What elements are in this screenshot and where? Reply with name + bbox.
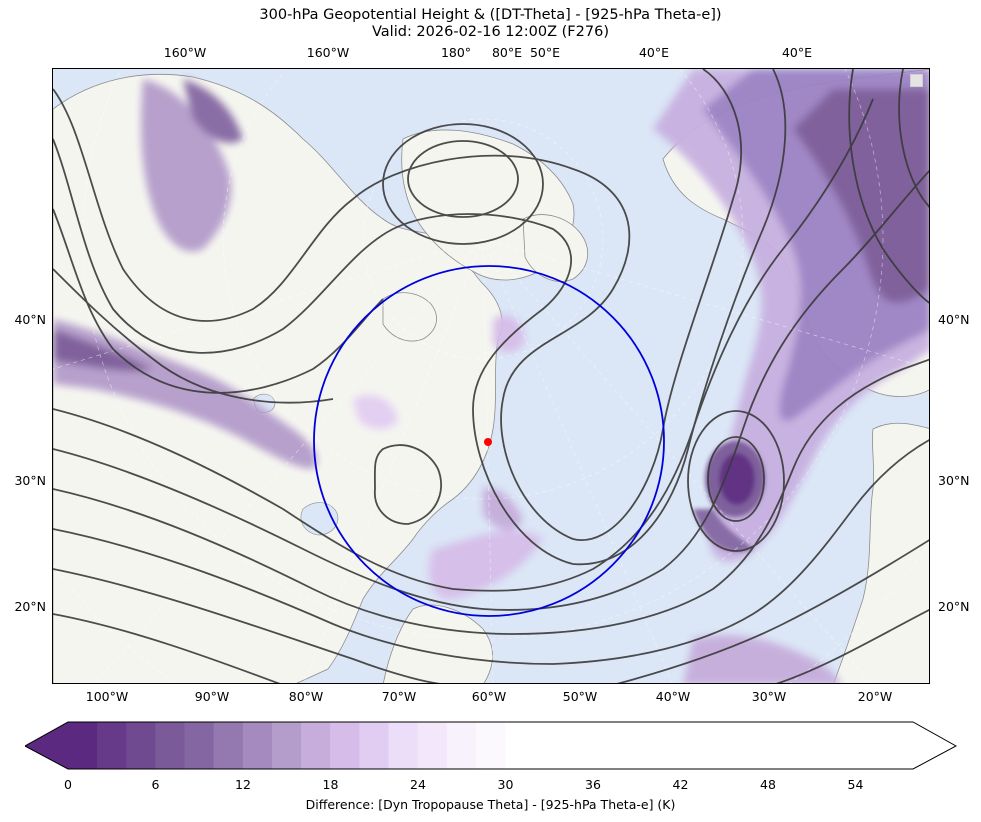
colorbar-cell [68,722,98,769]
colorbar-cell [475,722,506,769]
highlight-circle [313,265,665,617]
colorbar-cells [25,722,913,769]
colorbar-tick-label: 54 [847,777,864,792]
colorbar-cell [446,722,477,769]
colorbar-tick-label: 30 [497,777,514,792]
colorbar-cell [126,722,156,769]
colorbar-tick-label: 42 [672,777,689,792]
colorbar-tick-label: 12 [235,777,251,792]
bottom-tick-label: 90°W [194,689,230,704]
colorbar-cell [388,722,419,769]
bottom-tick-label: 40°W [655,689,691,704]
legend-box [910,74,923,87]
right-tick-label: 40°N [938,312,970,327]
colorbar-tick-label: 18 [322,777,339,792]
right-tick-label: 30°N [938,473,970,488]
arctic-islands-land [382,292,437,342]
colorbar-cell [184,722,215,769]
colorbar-cell [301,722,331,769]
left-tick-label: 30°N [14,473,46,488]
map-panel [52,68,930,684]
colorbar-tick-label: 6 [151,777,160,792]
bottom-tick-label: 60°W [471,689,507,704]
colorbar-tick-label: 0 [64,777,72,792]
africa-land [833,422,929,683]
colorbar-tick-label: 36 [585,777,601,792]
colorbar-cell [505,722,913,769]
top-tick-label: 160°W [163,45,207,60]
bottom-tick-label: 80°W [288,689,324,704]
bottom-tick-label: 70°W [381,689,417,704]
bottom-tick-label: 30°W [751,689,787,704]
right-tick-label: 20°N [938,599,970,614]
chart-title: 300-hPa Geopotential Height & ([DT-Theta… [259,7,722,23]
chart-subtitle: Valid: 2026-02-16 12:00Z (F276) [372,24,609,40]
center-marker [484,438,492,446]
colorbar-label: Difference: [Dyn Tropopause Theta] - [92… [305,797,676,812]
bottom-tick-label: 100°W [85,689,129,704]
colorbar-outline [25,721,957,770]
polar-low-contour [407,140,519,218]
left-tick-label: 20°N [14,599,46,614]
colorbar-cell [359,722,390,769]
colorbar-tick-label: 48 [760,777,776,792]
map-canvas [53,69,929,683]
height-contours [53,69,929,683]
colorbar-cell [213,722,244,769]
colorbar-cell [330,722,360,769]
top-tick-label: 180° [440,45,472,60]
top-tick-label: 40°E [638,45,670,60]
colorbar-cell [97,722,127,769]
bottom-tick-label: 50°W [562,689,598,704]
polar-low-contour [382,123,544,245]
colorbar-tick-label: 24 [410,777,426,792]
colorbar-cell [271,722,302,769]
colorbar-cell [155,722,186,769]
colorbar-cell [417,722,448,769]
top-tick-label: 40°E [781,45,813,60]
colorbar-extend-low [25,722,68,769]
colorbar [25,721,957,770]
left-tick-label: 40°N [14,312,46,327]
colorbar-cell [242,722,273,769]
top-tick-label: 160°W [306,45,350,60]
bottom-tick-label: 20°W [857,689,893,704]
top-tick-label: 50°E [529,45,561,60]
top-tick-label: 80°E [491,45,523,60]
